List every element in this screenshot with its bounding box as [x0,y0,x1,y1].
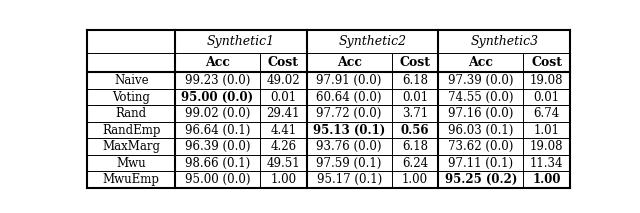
Text: 6.18: 6.18 [402,140,428,153]
Text: Naive: Naive [114,74,148,87]
Text: 96.64 (0.1): 96.64 (0.1) [185,124,250,137]
Text: 97.16 (0.0): 97.16 (0.0) [448,107,513,120]
Text: 60.64 (0.0): 60.64 (0.0) [316,91,382,104]
Text: 95.13 (0.1): 95.13 (0.1) [313,124,385,137]
Text: 1.00: 1.00 [402,173,428,186]
Text: 93.76 (0.0): 93.76 (0.0) [316,140,382,153]
Text: 6.74: 6.74 [534,107,560,120]
Text: 97.91 (0.0): 97.91 (0.0) [317,74,382,87]
Text: 98.66 (0.1): 98.66 (0.1) [185,157,250,170]
Text: 73.62 (0.0): 73.62 (0.0) [448,140,513,153]
Text: Cost: Cost [268,56,299,69]
Text: 11.34: 11.34 [530,157,563,170]
Text: Mwu: Mwu [116,157,146,170]
Text: 6.18: 6.18 [402,74,428,87]
Text: 97.11 (0.1): 97.11 (0.1) [448,157,513,170]
Text: Cost: Cost [531,56,562,69]
Text: 99.23 (0.0): 99.23 (0.0) [185,74,250,87]
Text: Acc: Acc [337,56,362,69]
Text: 19.08: 19.08 [530,140,563,153]
Text: 3.71: 3.71 [402,107,428,120]
Text: 95.17 (0.1): 95.17 (0.1) [317,173,382,186]
Text: 29.41: 29.41 [267,107,300,120]
Text: 19.08: 19.08 [530,74,563,87]
Text: 6.24: 6.24 [402,157,428,170]
Text: 1.00: 1.00 [270,173,296,186]
Text: 97.59 (0.1): 97.59 (0.1) [317,157,382,170]
Text: 49.51: 49.51 [266,157,300,170]
Text: 96.03 (0.1): 96.03 (0.1) [448,124,513,137]
Text: 95.00 (0.0): 95.00 (0.0) [182,91,253,104]
Text: MaxMarg: MaxMarg [102,140,160,153]
Text: 1.01: 1.01 [534,124,560,137]
Text: 4.41: 4.41 [270,124,296,137]
Text: 0.01: 0.01 [534,91,560,104]
Text: 74.55 (0.0): 74.55 (0.0) [448,91,514,104]
Text: Synthetic2: Synthetic2 [339,35,406,48]
Text: 0.01: 0.01 [402,91,428,104]
Text: Synthetic3: Synthetic3 [470,35,538,48]
Text: RandEmp: RandEmp [102,124,161,137]
Text: 97.72 (0.0): 97.72 (0.0) [317,107,382,120]
Text: 97.39 (0.0): 97.39 (0.0) [448,74,514,87]
Text: 96.39 (0.0): 96.39 (0.0) [185,140,250,153]
Text: 0.56: 0.56 [401,124,429,137]
Text: 99.02 (0.0): 99.02 (0.0) [185,107,250,120]
Text: 1.00: 1.00 [532,173,561,186]
Text: 49.02: 49.02 [266,74,300,87]
Text: Acc: Acc [468,56,493,69]
Text: 4.26: 4.26 [270,140,296,153]
Text: Voting: Voting [112,91,150,104]
Text: 95.25 (0.2): 95.25 (0.2) [445,173,517,186]
Text: 0.01: 0.01 [270,91,296,104]
Text: MwuEmp: MwuEmp [103,173,160,186]
Text: Acc: Acc [205,56,230,69]
Text: Cost: Cost [399,56,431,69]
Text: 95.00 (0.0): 95.00 (0.0) [185,173,250,186]
Text: Rand: Rand [116,107,147,120]
Text: Synthetic1: Synthetic1 [207,35,275,48]
